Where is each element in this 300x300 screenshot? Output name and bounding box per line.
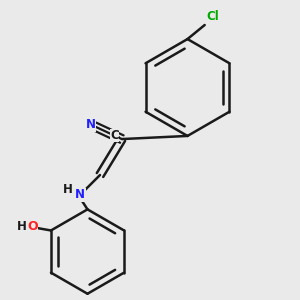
Text: C: C [110, 129, 119, 142]
Text: N: N [86, 118, 96, 131]
Text: H: H [63, 183, 73, 196]
Text: Cl: Cl [206, 11, 219, 23]
Text: N: N [75, 188, 85, 201]
Text: H: H [16, 220, 26, 233]
Text: O: O [27, 220, 38, 233]
